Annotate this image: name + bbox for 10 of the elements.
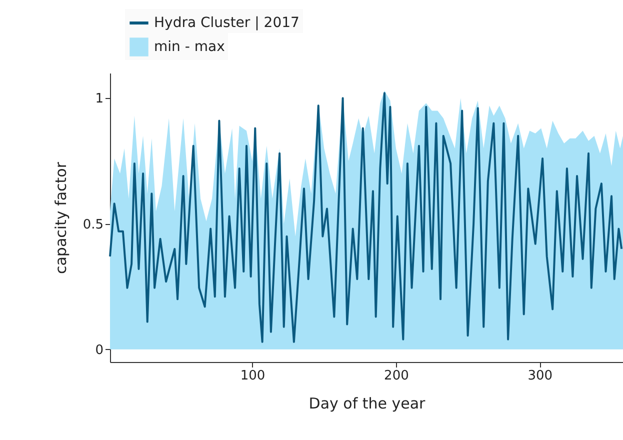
x-tick-label: 300 [528,368,553,384]
legend-label: min - max [154,39,225,55]
y-tick-label: 0.5 [82,217,104,232]
x-tick-label: 200 [384,368,409,384]
y-tick-label: 1 [95,92,104,107]
y-tick-label: 0 [95,342,104,358]
y-axis-title: capacity factor [52,161,70,274]
legend-label: Hydra Cluster | 2017 [154,15,300,31]
x-axis-title: Day of the year [308,394,426,412]
x-tick-label: 100 [240,368,266,384]
